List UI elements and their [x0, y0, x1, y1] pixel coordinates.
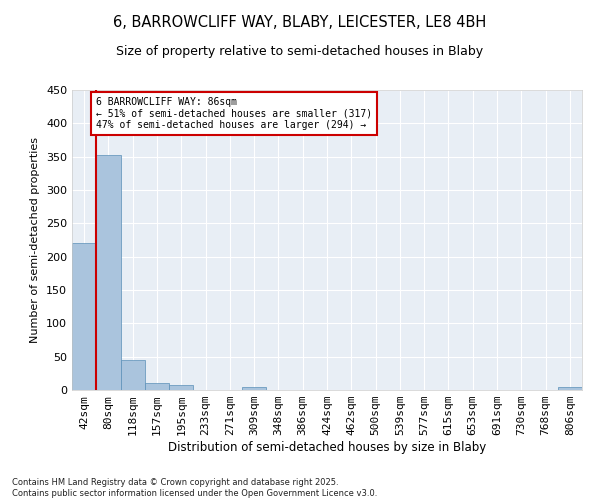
Bar [242, 388, 266, 390]
Text: 6 BARROWCLIFF WAY: 86sqm
← 51% of semi-detached houses are smaller (317)
47% of : 6 BARROWCLIFF WAY: 86sqm ← 51% of semi-d… [96, 96, 373, 130]
Y-axis label: Number of semi-detached properties: Number of semi-detached properties [31, 137, 40, 343]
Bar [558, 388, 582, 390]
Bar [72, 244, 96, 390]
X-axis label: Distribution of semi-detached houses by size in Blaby: Distribution of semi-detached houses by … [168, 441, 486, 454]
Text: Contains HM Land Registry data © Crown copyright and database right 2025.
Contai: Contains HM Land Registry data © Crown c… [12, 478, 377, 498]
Bar [169, 386, 193, 390]
Text: Size of property relative to semi-detached houses in Blaby: Size of property relative to semi-detach… [116, 45, 484, 58]
Bar [145, 384, 169, 390]
Bar [96, 156, 121, 390]
Text: 6, BARROWCLIFF WAY, BLABY, LEICESTER, LE8 4BH: 6, BARROWCLIFF WAY, BLABY, LEICESTER, LE… [113, 15, 487, 30]
Bar [121, 360, 145, 390]
